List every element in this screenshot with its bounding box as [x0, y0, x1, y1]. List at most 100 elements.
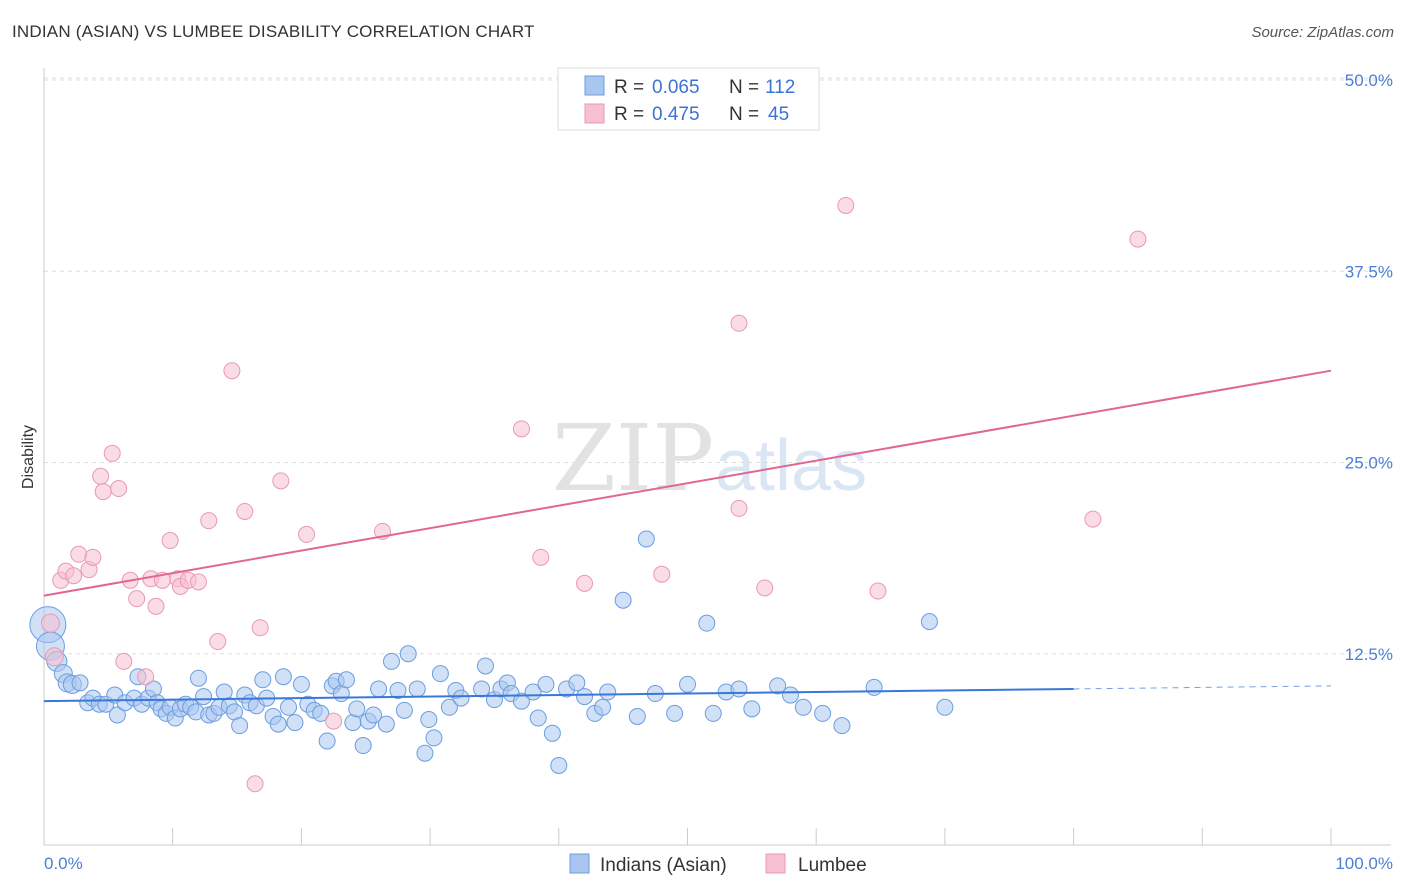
indians-asian-point: [781, 686, 799, 704]
indians-asian-point: [395, 701, 413, 719]
legend-swatch-blue: [584, 75, 605, 96]
lumbee-point: [94, 483, 112, 501]
indians-asian-point: [280, 698, 298, 716]
lumbee-point: [128, 590, 146, 608]
legend-swatch-pink: [584, 103, 605, 124]
indians-asian-point: [377, 715, 395, 733]
indians-asian-point: [286, 714, 304, 732]
indians-asian-point: [920, 613, 938, 631]
trend-lines: [43, 369, 1332, 703]
indians-asian-point: [312, 704, 330, 722]
indians-asian-point: [364, 706, 382, 724]
indians-asian-point: [71, 674, 89, 692]
lumbee-point: [512, 420, 530, 438]
indians-asian-point: [408, 680, 426, 698]
indians-asian-point: [348, 700, 366, 718]
x-tick-label-max: 100.0%: [1335, 854, 1393, 873]
y-tick-label: 12.5%: [1345, 645, 1393, 664]
legend-n-label-1: N =: [729, 77, 759, 98]
series-indians-asian-points: [29, 530, 954, 774]
indians-asian-point: [108, 706, 126, 724]
indians-asian-point: [730, 680, 748, 698]
lumbee-point: [137, 668, 155, 686]
indians-asian-point: [292, 675, 310, 693]
lumbee-point: [576, 574, 594, 592]
indians-asian-point: [420, 711, 438, 729]
lumbee-point: [65, 567, 83, 585]
indians-asian-point: [543, 724, 561, 742]
indians-asian-point: [318, 732, 336, 750]
gridlines: [44, 77, 1391, 655]
indians-asian-point: [769, 677, 787, 695]
indians-asian-point: [231, 717, 249, 735]
y-tick-labels: 12.5% 25.0% 37.5% 50.0%: [1345, 71, 1393, 664]
indians-asian-point: [614, 591, 632, 609]
lumbee-point: [115, 652, 133, 670]
indians-asian-point: [440, 698, 458, 716]
indians-asian-point: [452, 689, 470, 707]
legend-n-value-2: 45: [768, 104, 789, 125]
lumbee-point: [161, 532, 179, 550]
indians-asian-point: [431, 665, 449, 683]
indians-asian-point: [679, 675, 696, 693]
lumbee-point: [209, 633, 227, 651]
source-label: Source: ZipAtlas.com: [1251, 24, 1394, 41]
bottom-legend-label-indians[interactable]: Indians (Asian): [600, 855, 727, 876]
indians-asian-point: [195, 688, 213, 706]
indians-asian-point: [399, 645, 417, 663]
x-ticks: [43, 828, 1332, 845]
lumbee-point: [1084, 510, 1102, 528]
indians-asian-point: [269, 715, 287, 733]
indians-asian-point: [274, 668, 292, 686]
lumbee-point: [653, 565, 671, 583]
indians-asian-point: [476, 657, 494, 675]
indians-asian-point: [576, 688, 594, 706]
indians-asian-point: [637, 530, 655, 548]
lumbee-point: [837, 196, 855, 214]
indians-asian-point: [550, 756, 568, 774]
bottom-legend-swatch-pink[interactable]: [765, 853, 786, 874]
indians-asian-point: [389, 681, 407, 699]
lumbee-point: [246, 775, 264, 793]
indians-asian-point: [599, 683, 617, 701]
bottom-legend-label-lumbee[interactable]: Lumbee: [798, 855, 867, 876]
indians-asian-point: [698, 614, 716, 632]
indians-asian-point: [865, 678, 883, 696]
legend-r-value-1: 0.065: [652, 77, 700, 98]
indians-asian-trend-line: [43, 687, 1074, 703]
indians-asian-point: [666, 704, 684, 722]
indians-asian-point: [833, 717, 851, 735]
lumbee-point: [223, 362, 241, 380]
lumbee-point: [1129, 230, 1147, 248]
x-tick-label-min: 0.0%: [44, 854, 83, 873]
y-tick-label: 25.0%: [1345, 454, 1393, 473]
series-lumbee-points: [40, 196, 1147, 793]
indians-asian-trend-extension: [1073, 685, 1332, 690]
indians-asian-point: [425, 729, 443, 747]
indians-asian-point: [537, 675, 555, 693]
indians-asian-point: [704, 704, 722, 722]
indians-asian-point: [814, 704, 832, 722]
lumbee-point: [869, 582, 887, 600]
lumbee-point: [70, 545, 88, 563]
y-tick-label: 50.0%: [1345, 71, 1393, 90]
lumbee-point: [756, 579, 774, 597]
indians-asian-point: [354, 737, 372, 755]
indians-asian-point: [337, 671, 355, 689]
axes: [43, 68, 1391, 846]
indians-asian-point: [594, 698, 612, 716]
indians-asian-point: [254, 671, 272, 689]
lumbee-point: [84, 548, 102, 566]
indians-asian-point: [794, 698, 812, 716]
bottom-legend-swatch-blue[interactable]: [569, 853, 590, 874]
watermark-zip: ZIP: [552, 405, 714, 512]
indians-asian-point: [416, 744, 434, 762]
chart-title: INDIAN (ASIAN) VS LUMBEE DISABILITY CORR…: [12, 22, 535, 41]
lumbee-point: [189, 573, 207, 591]
top-legend: R = 0.065 N = 112 R = 0.475 N = 45: [557, 67, 820, 131]
lumbee-point: [730, 499, 748, 517]
indians-asian-point: [189, 669, 207, 687]
lumbee-point: [325, 712, 343, 730]
indians-asian-point: [382, 652, 400, 670]
